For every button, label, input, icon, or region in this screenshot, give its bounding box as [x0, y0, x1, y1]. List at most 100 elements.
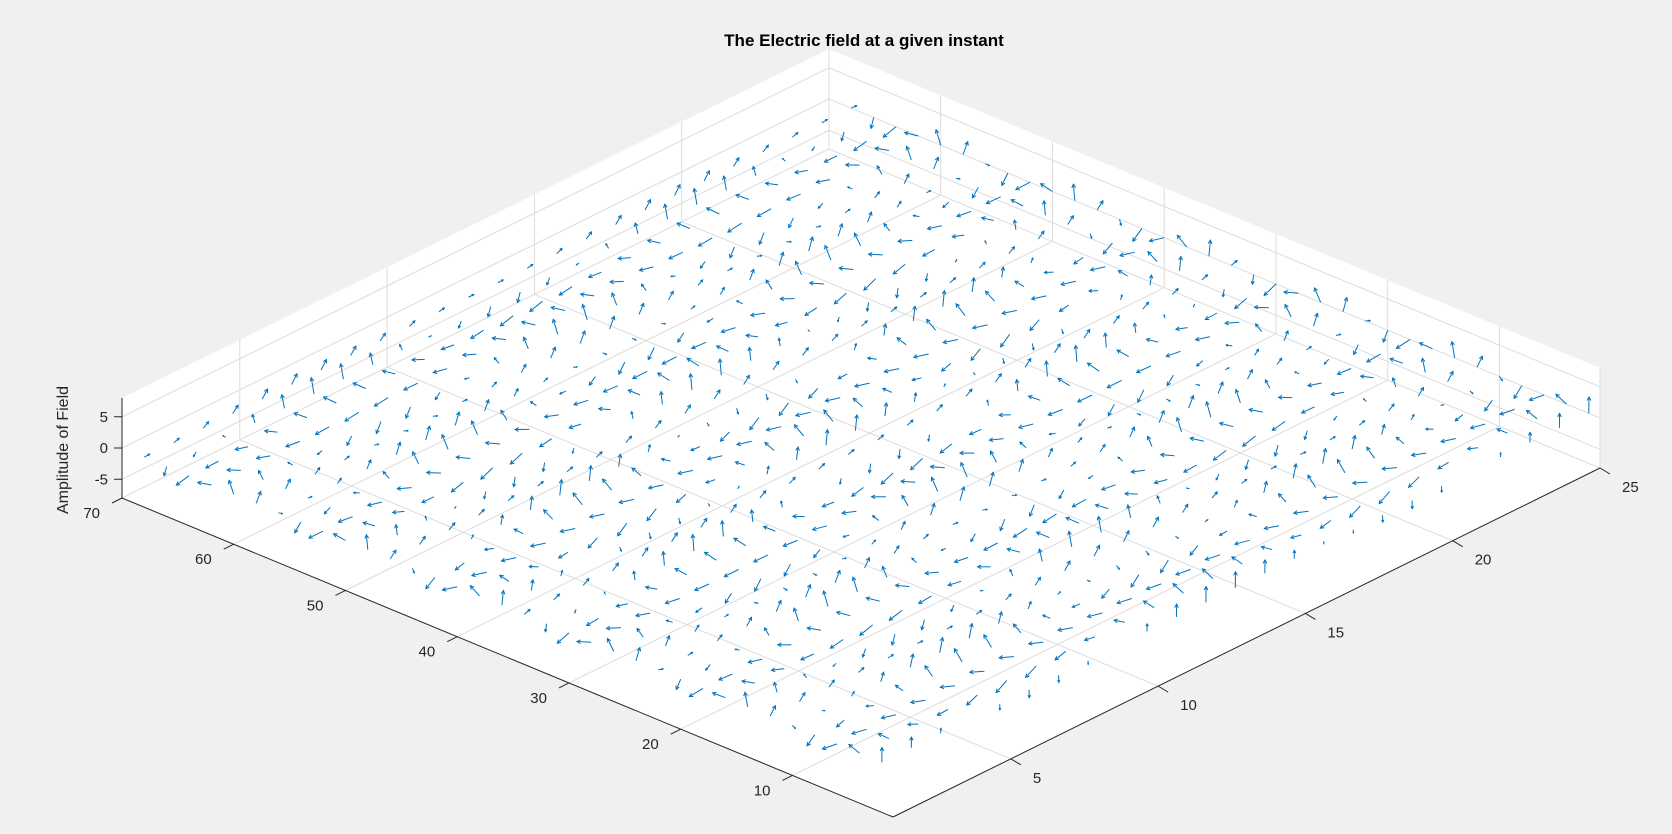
field-arrow-head: [1078, 422, 1083, 427]
field-arrow: [1072, 184, 1076, 201]
field-arrow-head: [1391, 376, 1396, 382]
field-arrow-head: [1099, 199, 1104, 205]
field-arrow: [1208, 240, 1211, 257]
field-arrow-head: [997, 372, 1002, 378]
field-arrow-head: [934, 128, 940, 134]
field-arrow-head: [1172, 582, 1178, 588]
field-arrow: [1176, 417, 1182, 433]
field-arrow-head: [382, 470, 387, 475]
field-arrow: [706, 317, 714, 323]
field-arrow-head: [1014, 186, 1020, 191]
field-arrow-head: [690, 533, 696, 539]
field-arrow: [1001, 267, 1004, 278]
field-arrow-head: [619, 549, 622, 553]
field-arrow-head: [880, 434, 885, 438]
field-arrow: [501, 590, 504, 606]
z-tick-label: -5: [95, 471, 108, 488]
field-arrow-head: [1227, 367, 1230, 370]
field-arrow-head: [1076, 398, 1082, 403]
field-arrow-head: [971, 325, 977, 330]
field-arrow-head: [762, 525, 768, 530]
field-arrow-head: [1420, 386, 1425, 392]
field-arrow-head: [1499, 411, 1505, 416]
field-arrow-head: [987, 164, 991, 167]
field-arrow: [1060, 280, 1076, 286]
field-arrow-head: [940, 548, 944, 551]
field-arrow: [1137, 389, 1145, 403]
field-arrow-head: [834, 333, 839, 338]
field-arrow: [924, 665, 934, 677]
field-arrow-head: [332, 533, 338, 538]
field-arrow-head: [1185, 487, 1188, 490]
field-arrow-head: [1030, 296, 1036, 301]
field-arrow: [1064, 560, 1071, 571]
field-arrow-head: [775, 360, 780, 365]
field-arrow-head: [1047, 411, 1053, 416]
field-arrow-head: [542, 509, 548, 514]
field-arrow: [753, 554, 769, 563]
field-arrow: [1360, 375, 1374, 379]
field-arrow-head: [575, 639, 581, 645]
field-arrow: [931, 477, 939, 492]
field-arrow-head: [1204, 274, 1209, 278]
field-arrow-head: [1107, 411, 1112, 417]
field-arrow: [786, 193, 801, 201]
field-arrow-head: [1117, 567, 1120, 571]
field-arrow-head: [968, 388, 973, 393]
field-arrow: [878, 733, 890, 740]
field-arrow: [1307, 382, 1322, 387]
field-arrow-head: [842, 534, 846, 538]
field-arrow: [1499, 408, 1515, 415]
field-arrow: [421, 496, 435, 504]
field-arrow-head: [1057, 377, 1063, 383]
field-arrow-head: [751, 165, 756, 170]
field-arrow: [970, 533, 976, 542]
field-arrow-head: [646, 198, 652, 204]
field-arrow: [1077, 394, 1093, 403]
field-arrow-head: [1207, 239, 1213, 245]
field-arrow-head: [1219, 381, 1224, 387]
field-arrow: [684, 404, 691, 414]
field-arrow: [763, 526, 776, 532]
field-arrow: [847, 449, 855, 455]
field-arrow: [695, 607, 703, 613]
field-arrow-head: [1037, 548, 1043, 554]
field-arrow-head: [392, 549, 397, 554]
field-arrow: [868, 463, 872, 473]
field-arrow: [969, 428, 982, 435]
field-arrow-head: [617, 214, 622, 220]
field-arrow: [697, 279, 703, 286]
field-arrow: [831, 333, 839, 342]
field-arrow: [1119, 251, 1135, 257]
field-arrow-head: [881, 387, 887, 392]
field-arrow: [965, 388, 973, 397]
field-arrow-head: [1292, 549, 1297, 554]
field-arrow: [704, 551, 717, 561]
field-arrow: [906, 146, 912, 160]
field-arrow: [395, 524, 398, 536]
field-arrow: [513, 476, 516, 487]
field-arrow-head: [310, 495, 313, 499]
field-arrow-head: [1087, 476, 1091, 480]
field-arrow-head: [1087, 288, 1093, 293]
field-arrow-head: [690, 344, 696, 350]
field-arrow-head: [686, 357, 692, 363]
field-arrow-head: [1322, 495, 1328, 500]
field-arrow-head: [716, 389, 721, 394]
field-arrow-head: [853, 232, 859, 238]
field-arrow: [769, 705, 776, 717]
field-arrow: [1018, 423, 1034, 429]
field-arrow-head: [1079, 436, 1083, 440]
field-arrow: [960, 462, 968, 478]
field-arrow: [1072, 603, 1081, 608]
field-arrow-head: [1132, 322, 1138, 327]
field-arrow: [395, 442, 401, 455]
field-arrow-head: [939, 403, 944, 408]
field-arrow: [258, 470, 264, 480]
field-arrow-head: [1027, 395, 1033, 400]
field-arrow: [1166, 350, 1181, 357]
field-arrow-head: [498, 574, 504, 579]
field-arrow: [1382, 330, 1389, 343]
field-arrow-head: [1130, 469, 1136, 474]
